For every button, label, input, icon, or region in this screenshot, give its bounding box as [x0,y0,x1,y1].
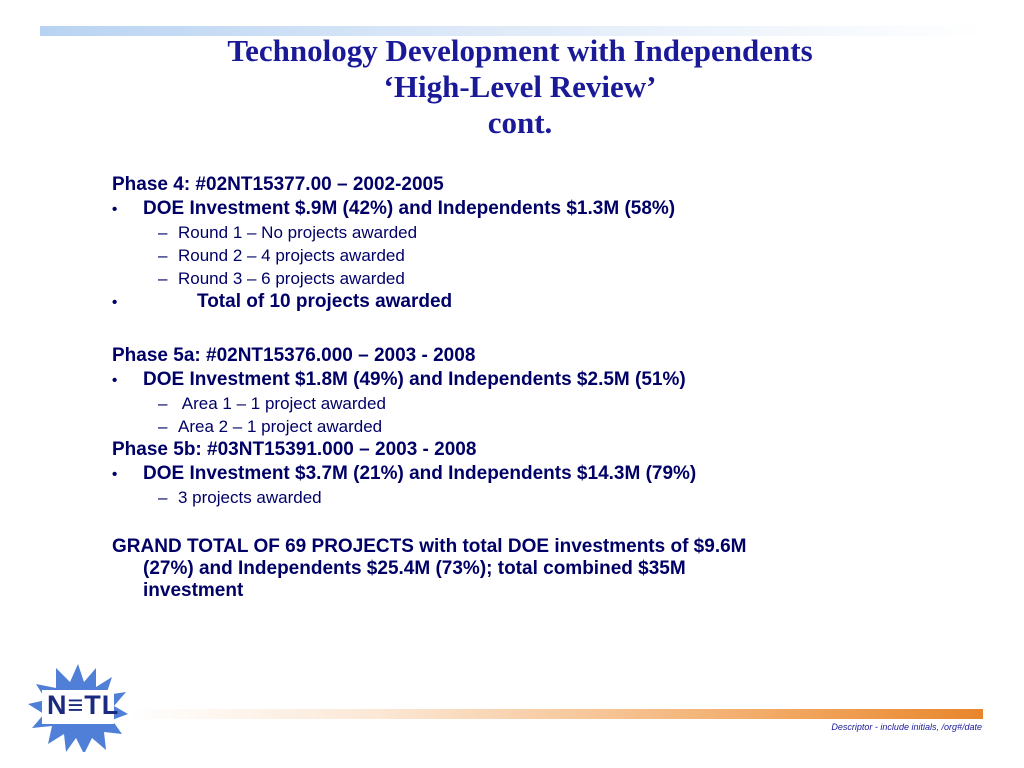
phase5a-sub-item: – Area 1 – 1 project awarded [112,392,992,415]
phase5a-sub-text: Area 1 – 1 project awarded [178,394,386,413]
phase4-bullet-text: DOE Investment $.9M (42%) and Independen… [143,198,676,219]
phase4-sub-item: – Round 2 – 4 projects awarded [112,244,992,267]
dash-icon: – [158,223,168,242]
title-line-2: ‘High-Level Review’ [383,69,657,104]
phase4-total-bullet: • Total of 10 projects awarded [112,290,992,314]
netl-logo-icon [28,664,128,752]
phase5b-sub-item: – 3 projects awarded [112,486,992,509]
phase5a-sub-text: Area 2 – 1 project awarded [178,417,383,436]
bottom-decorative-bar [128,709,983,719]
title-line-3: cont. [487,105,553,140]
dash-icon: – [158,246,168,265]
bullet-icon: • [112,201,118,218]
phase5a-heading: Phase 5a: #02NT15376.000 – 2003 - 2008 [112,345,476,366]
footer-descriptor: Descriptor - include initials, /org#/dat… [831,722,982,732]
phase5a-sub-item: – Area 2 – 1 project awarded [112,415,992,438]
dash-icon: – [158,269,168,288]
top-decorative-bar [40,26,984,36]
bullet-icon: • [112,372,118,389]
phase5b-bullet: • DOE Investment $3.7M (21%) and Indepen… [112,462,992,486]
dash-icon: – [158,488,168,507]
slide-title: Technology Development with Independents… [0,33,1024,141]
phase4-bullet: • DOE Investment $.9M (42%) and Independ… [112,197,992,221]
dash-icon: – [158,394,168,413]
phase5b-heading: Phase 5b: #03NT15391.000 – 2003 - 2008 [112,439,477,460]
grand-total-line-3: investment [143,580,244,601]
title-line-1: Technology Development with Independents [227,33,813,68]
phase5b-bullet-text: DOE Investment $3.7M (21%) and Independe… [143,463,697,484]
grand-total-line-1: GRAND TOTAL OF 69 PROJECTS with total DO… [112,536,747,557]
phase4-sub-item: – Round 1 – No projects awarded [112,221,992,244]
bullet-icon: • [112,466,118,483]
phase4-heading: Phase 4: #02NT15377.00 – 2002-2005 [112,174,444,195]
phase4-total-text: Total of 10 projects awarded [197,291,453,312]
grand-total-line-2: (27%) and Independents $25.4M (73%); tot… [143,558,686,579]
phase4-sub-text: Round 2 – 4 projects awarded [178,246,405,265]
slide-body: Phase 4: #02NT15377.00 – 2002-2005 • DOE… [112,173,992,602]
dash-icon: – [158,417,168,436]
grand-total: GRAND TOTAL OF 69 PROJECTS with total DO… [112,536,902,602]
phase4-sub-text: Round 1 – No projects awarded [178,223,418,242]
phase4-sub-item: – Round 3 – 6 projects awarded [112,267,992,290]
bullet-icon: • [112,294,118,311]
netl-logo-text: N≡TL [47,690,120,720]
phase5b-sub-text: 3 projects awarded [178,488,322,507]
phase5a-bullet-text: DOE Investment $1.8M (49%) and Independe… [143,369,686,390]
phase5a-bullet: • DOE Investment $1.8M (49%) and Indepen… [112,368,992,392]
phase4-sub-text: Round 3 – 6 projects awarded [178,269,405,288]
